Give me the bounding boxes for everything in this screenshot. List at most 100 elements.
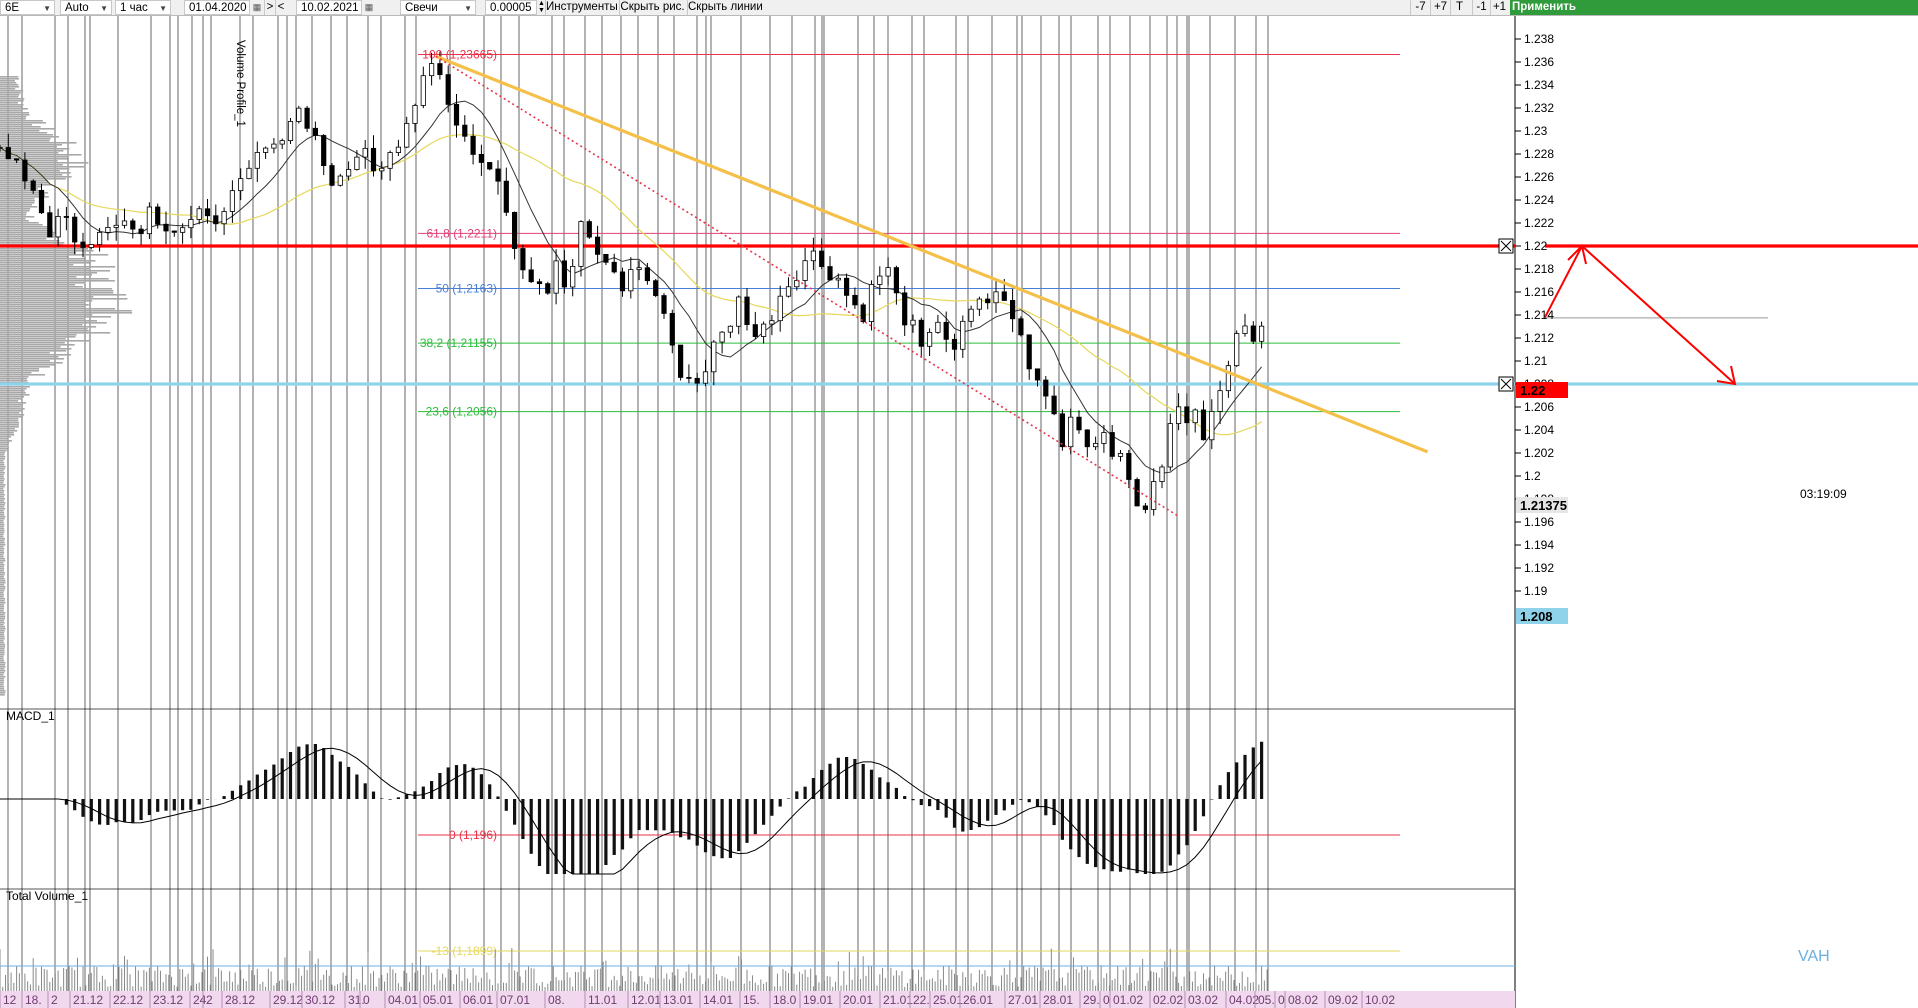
- date-tick-label: 0: [1103, 993, 1110, 1007]
- price-chart[interactable]: 100 (1,23665) 61,8 (1,2211) 50 (1,2163) 38,…: [0, 16, 1918, 1008]
- date-tick-label: 04.02: [1229, 993, 1259, 1007]
- profile-bar: [0, 634, 5, 636]
- candle: [279, 138, 285, 150]
- shift-back-7-button[interactable]: -7: [1410, 0, 1430, 15]
- drawings[interactable]: [435, 54, 1737, 517]
- profile-bar: [0, 492, 4, 494]
- profile-bar: [0, 674, 4, 676]
- profile-bar: [0, 346, 61, 348]
- date-tick-label: 29.: [1083, 993, 1100, 1007]
- profile-bar: [0, 252, 77, 254]
- chart-style-select[interactable]: Свечи ▼: [400, 0, 476, 15]
- level-1208-marker[interactable]: 1.208: [1516, 608, 1568, 624]
- candle-body: [744, 296, 750, 326]
- profile-bar: [0, 662, 6, 664]
- today-button[interactable]: T: [1450, 0, 1468, 15]
- candle-body: [927, 331, 933, 347]
- candle: [686, 364, 692, 384]
- scale-mode-select[interactable]: Auto ▼: [60, 0, 112, 15]
- timeframe-select[interactable]: 1 час ▼: [115, 0, 171, 15]
- profile-bar: [0, 522, 4, 524]
- profile-bar: [0, 152, 59, 154]
- hide-drawings-button[interactable]: Скрыть рис.: [619, 0, 685, 15]
- profile-bar: [0, 370, 39, 372]
- candle: [370, 135, 377, 177]
- candle-body: [561, 260, 568, 288]
- date-axis[interactable]: 12 18. 2 21.12 22.12 23.12 24.2 28.12 29.12 30.12…: [0, 991, 1515, 1008]
- profile-bar: [0, 652, 5, 654]
- profile-bar: [0, 478, 5, 480]
- candle-body: [72, 216, 78, 243]
- profile-bar: [0, 656, 4, 658]
- candle: [287, 118, 294, 144]
- candle: [188, 205, 194, 239]
- profile-bar: [0, 480, 5, 482]
- shift-forward-1-button[interactable]: +1: [1490, 0, 1508, 15]
- candle-body: [1034, 368, 1041, 381]
- profile-bar: [0, 188, 38, 190]
- profile-bar: [0, 686, 5, 688]
- candle: [611, 253, 617, 274]
- profile-bar: [0, 84, 19, 86]
- candle: [5, 133, 11, 160]
- candle: [536, 278, 543, 295]
- date-axis-background: [0, 991, 1515, 1008]
- profile-bar: [0, 164, 63, 166]
- candle-body: [968, 308, 974, 322]
- candle-body: [885, 267, 891, 277]
- hide-lines-button[interactable]: Скрыть линии: [687, 0, 763, 15]
- date-tick-label: 31.: [348, 993, 365, 1007]
- tick-size-input[interactable]: 0.00005: [485, 0, 537, 15]
- candle-body: [619, 271, 626, 292]
- date-tick-label: 20.01: [843, 993, 873, 1007]
- profile-bar: [0, 368, 40, 370]
- candle-body: [146, 206, 152, 235]
- profile-bar: [0, 290, 114, 292]
- candle-body: [827, 266, 833, 281]
- nav-prev-button[interactable]: <: [275, 0, 286, 15]
- candle: [487, 162, 493, 171]
- candle: [835, 273, 841, 288]
- date-tick-label: 22.: [913, 993, 930, 1007]
- candle: [1159, 464, 1165, 489]
- profile-bar: [0, 312, 133, 314]
- shift-back-1-button[interactable]: -1: [1472, 0, 1490, 15]
- date-from-input[interactable]: 01.04.2020: [184, 0, 250, 15]
- profile-bar: [0, 482, 4, 484]
- candle-body: [22, 159, 28, 182]
- profile-bar: [0, 132, 48, 134]
- profile-bar: [0, 412, 20, 414]
- apply-button[interactable]: Применить: [1510, 0, 1918, 15]
- date-tick-label: 0: [363, 993, 370, 1007]
- nav-next-button[interactable]: >: [264, 0, 275, 15]
- tools-button[interactable]: Инструменты: [545, 0, 618, 15]
- profile-bar: [0, 278, 109, 280]
- date-to-input[interactable]: 10.02.2021: [296, 0, 362, 15]
- price-tick-label: 1.202: [1524, 446, 1554, 460]
- candle: [1010, 288, 1016, 333]
- profile-bar: [0, 454, 5, 456]
- candle-body: [1076, 416, 1082, 431]
- candle-body: [1018, 318, 1024, 336]
- price-tick-label: 1.21: [1524, 354, 1548, 368]
- symbol-select[interactable]: 6E ▼: [0, 0, 55, 15]
- candle: [121, 208, 128, 229]
- candle: [1259, 321, 1265, 349]
- candle: [653, 278, 659, 298]
- tick-size-stepper[interactable]: ▲ ▼: [538, 0, 545, 14]
- profile-bar: [0, 242, 65, 244]
- candle: [80, 232, 86, 258]
- calendar-icon[interactable]: ▦: [364, 2, 374, 12]
- profile-bar: [0, 680, 4, 682]
- profile-bar: [0, 550, 4, 552]
- calendar-icon[interactable]: ▦: [252, 2, 262, 12]
- profile-bar: [0, 414, 25, 416]
- profile-bar: [0, 284, 76, 286]
- price-axis[interactable]: 1.238 1.236 1.234 1.232 1.23 1.228 1.226 1.224 1…: [1515, 32, 1554, 598]
- shift-forward-7-button[interactable]: +7: [1430, 0, 1450, 15]
- candle-body: [578, 221, 584, 267]
- level-122-marker[interactable]: 1.22: [1516, 382, 1568, 398]
- candle: [38, 183, 45, 214]
- candle-body: [951, 338, 958, 350]
- profile-bar: [0, 302, 86, 304]
